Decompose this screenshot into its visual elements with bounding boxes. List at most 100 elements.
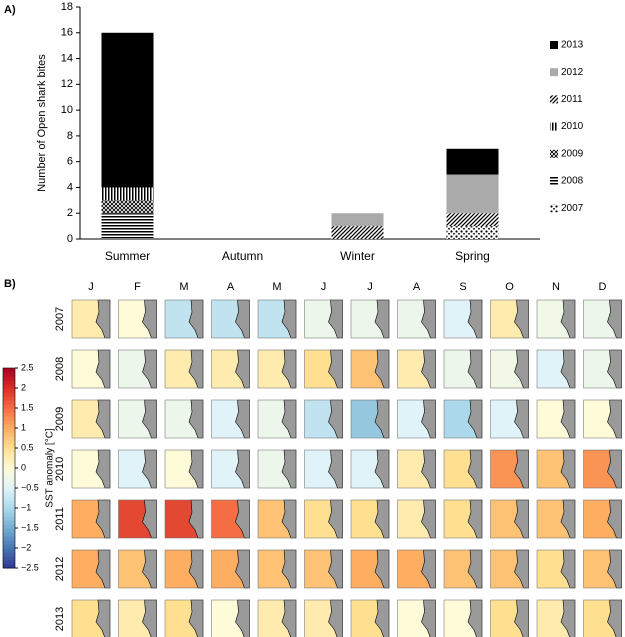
map-frame bbox=[164, 449, 204, 489]
map-frame bbox=[118, 449, 157, 489]
colorbar-segment bbox=[3, 384, 15, 389]
colorbar-segment bbox=[3, 480, 15, 485]
legend-label: 2007 bbox=[561, 203, 584, 214]
map-frame bbox=[350, 499, 390, 539]
map-frame bbox=[118, 599, 157, 637]
map-frame bbox=[536, 599, 576, 637]
colorbar-segment bbox=[3, 448, 15, 453]
map-frame bbox=[490, 349, 529, 389]
colorbar-segment bbox=[3, 528, 15, 533]
map-frame bbox=[257, 399, 297, 439]
map-frame bbox=[164, 599, 204, 637]
colorbar-segment bbox=[3, 400, 15, 405]
panel-label: A) bbox=[4, 4, 16, 16]
map-frame bbox=[257, 499, 297, 539]
colorbar-tick-label: 1.5 bbox=[21, 402, 34, 412]
map-frame bbox=[211, 449, 250, 489]
map-frame bbox=[490, 499, 529, 539]
y-axis-label: Number of Open shark bites bbox=[36, 54, 48, 192]
map-frame bbox=[304, 299, 343, 339]
colorbar-tick-label: −2.5 bbox=[21, 562, 39, 572]
legend-label: 2013 bbox=[561, 40, 584, 51]
x-tick-label: Summer bbox=[105, 249, 150, 263]
map-frame bbox=[397, 399, 436, 439]
map-frame bbox=[350, 449, 390, 489]
bar-segment bbox=[331, 226, 384, 239]
map-frame bbox=[536, 449, 576, 489]
colorbar-tick-label: −1.5 bbox=[21, 522, 39, 532]
map-frame bbox=[490, 549, 529, 589]
bar-segment bbox=[446, 226, 499, 239]
map-frame bbox=[211, 299, 250, 339]
map-frame bbox=[443, 299, 483, 339]
y-tick-label: 8 bbox=[67, 130, 73, 142]
y-tick-label: 12 bbox=[61, 78, 73, 90]
map-frame bbox=[536, 549, 576, 589]
colorbar-segment bbox=[3, 380, 15, 385]
colorbar-segment bbox=[3, 472, 15, 477]
map-frame bbox=[304, 449, 343, 489]
column-label: N bbox=[552, 281, 560, 293]
colorbar-segment bbox=[3, 372, 15, 377]
colorbar-segment bbox=[3, 496, 15, 501]
map-frame bbox=[397, 299, 436, 339]
y-tick-label: 18 bbox=[61, 1, 73, 13]
colorbar-segment bbox=[3, 552, 15, 557]
map-frame bbox=[304, 399, 343, 439]
colorbar-segment bbox=[3, 524, 15, 529]
map-frame bbox=[304, 499, 343, 539]
colorbar-segment bbox=[3, 476, 15, 481]
colorbar-segment bbox=[3, 556, 15, 561]
legend-label: 2012 bbox=[561, 67, 584, 78]
colorbar-segment bbox=[3, 492, 15, 497]
row-label: 2007 bbox=[54, 307, 66, 331]
map-frame bbox=[71, 349, 111, 389]
colorbar-tick-label: 0.5 bbox=[21, 442, 34, 452]
map-frame bbox=[536, 349, 576, 389]
bar-segment bbox=[446, 174, 499, 214]
bar-segment bbox=[446, 148, 499, 175]
colorbar-segment bbox=[3, 548, 15, 553]
map-frame bbox=[443, 449, 483, 489]
map-frame bbox=[164, 349, 204, 389]
map-frame bbox=[397, 449, 436, 489]
map-frame bbox=[71, 599, 111, 637]
y-tick-label: 6 bbox=[67, 156, 73, 168]
legend-swatch bbox=[550, 41, 558, 49]
map-frame bbox=[350, 349, 390, 389]
legend-label: 2010 bbox=[561, 121, 584, 132]
colorbar-segment bbox=[3, 468, 15, 473]
map-frame bbox=[443, 599, 483, 637]
y-tick-label: 14 bbox=[61, 52, 73, 64]
column-label: A bbox=[413, 281, 421, 293]
map-frame bbox=[164, 299, 204, 339]
map-frame bbox=[443, 549, 483, 589]
legend-label: 2009 bbox=[561, 148, 584, 159]
y-tick-label: 0 bbox=[67, 233, 73, 245]
colorbar-segment bbox=[3, 412, 15, 417]
x-tick-label: Winter bbox=[340, 249, 375, 263]
legend-swatch bbox=[550, 68, 558, 77]
colorbar-segment bbox=[3, 560, 15, 565]
colorbar-segment bbox=[3, 428, 15, 433]
legend-label: 2011 bbox=[561, 94, 583, 105]
row-label: 2012 bbox=[54, 557, 66, 581]
map-frame bbox=[490, 299, 529, 339]
column-label: J bbox=[321, 281, 327, 293]
map-frame bbox=[257, 599, 297, 637]
map-frame bbox=[443, 349, 483, 389]
y-tick-label: 4 bbox=[67, 181, 73, 193]
colorbar-tick-label: 0 bbox=[21, 462, 26, 472]
map-frame bbox=[490, 399, 529, 439]
column-label: J bbox=[88, 281, 94, 293]
map-frame bbox=[211, 399, 250, 439]
colorbar-segment bbox=[3, 484, 15, 489]
map-frame bbox=[257, 299, 297, 339]
row-label: 2013 bbox=[54, 607, 66, 631]
map-frame bbox=[536, 499, 576, 539]
map-frame bbox=[490, 449, 529, 489]
colorbar-segment bbox=[3, 504, 15, 509]
map-frame bbox=[71, 399, 111, 439]
map-frame bbox=[118, 349, 157, 389]
